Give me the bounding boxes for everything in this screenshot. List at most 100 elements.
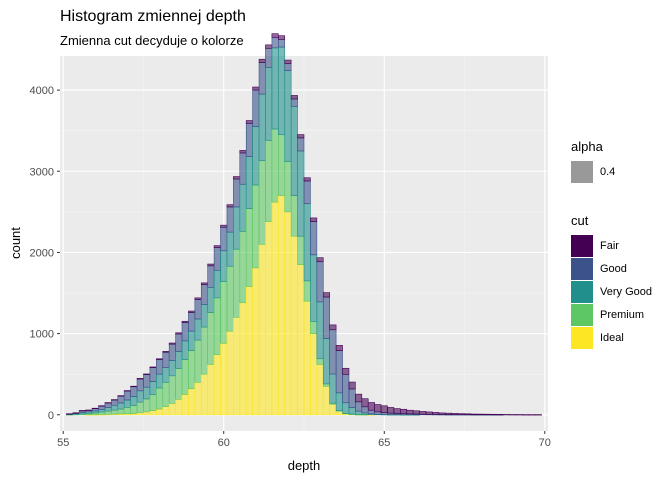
x-axis-label: depth (288, 458, 321, 473)
bar-ideal (303, 300, 311, 416)
bar-fair (265, 44, 273, 49)
bar-premium (278, 134, 286, 196)
bar-fair (451, 413, 459, 415)
bar-good (188, 312, 196, 332)
bar-fair (406, 409, 414, 415)
bar-premium (245, 208, 253, 287)
bar-fair (130, 385, 138, 388)
bar-fair (342, 367, 350, 375)
bar-premium (233, 248, 241, 318)
bar-very-good (162, 367, 170, 383)
legend-label-premium: Premium (600, 309, 645, 321)
bar-very-good (252, 126, 260, 186)
bar-very-good (322, 338, 330, 385)
bar-good (162, 351, 170, 368)
bar-fair (355, 393, 363, 403)
bar-very-good (265, 67, 273, 141)
bar-good (303, 180, 311, 205)
bar-good (226, 206, 234, 233)
bar-premium (123, 406, 131, 415)
bar-fair (367, 402, 375, 411)
bar-ideal (252, 267, 260, 416)
bar-fair (284, 59, 292, 65)
legend-label-good: Good (600, 263, 627, 275)
bar-good (310, 221, 318, 256)
bar-fair (380, 405, 388, 413)
bar-very-good (200, 304, 208, 328)
bar-premium (310, 321, 318, 334)
bar-fair (297, 134, 305, 139)
bar-very-good (168, 360, 176, 377)
bar-fair (310, 217, 318, 222)
bar-fair (515, 414, 523, 416)
bar-ideal (316, 364, 324, 416)
bar-good (111, 399, 119, 406)
bar-fair (226, 204, 234, 208)
bar-fair (181, 320, 189, 323)
bar-fair (136, 378, 144, 380)
bar-fair (457, 413, 465, 415)
bar-premium (117, 408, 125, 415)
bar-very-good (104, 407, 112, 412)
bar-good (245, 123, 253, 157)
legend-alpha-title: alpha (571, 139, 603, 154)
bar-fair (502, 414, 510, 416)
bar-ideal (136, 412, 144, 416)
bar-very-good (111, 404, 119, 411)
bar-premium (188, 350, 196, 390)
bar-premium (98, 411, 106, 415)
bar-very-good (194, 318, 202, 341)
bar-fair (335, 345, 343, 351)
bar-premium (284, 161, 292, 213)
bar-premium (156, 387, 164, 410)
bar-very-good (117, 402, 125, 410)
legend-cut-title: cut (571, 213, 589, 228)
legend-alpha-key (571, 161, 593, 183)
bar-good (117, 395, 125, 404)
bar-good (335, 350, 343, 394)
bar-very-good (207, 287, 215, 313)
bar-good (200, 284, 208, 305)
bar-ideal (168, 403, 176, 416)
bar-fair (258, 58, 266, 63)
bar-good (207, 265, 215, 288)
bar-premium (322, 383, 330, 387)
bar-premium (271, 128, 279, 203)
bar-premium (181, 359, 189, 395)
bar-fair (156, 358, 164, 360)
bar-good (181, 322, 189, 342)
bar-good (284, 63, 292, 71)
bar-premium (252, 184, 260, 269)
bar-premium (149, 394, 157, 412)
bar-very-good (271, 47, 279, 130)
bar-very-good (342, 402, 350, 414)
legend-key-very-good (571, 281, 593, 303)
bar-ideal (149, 410, 157, 416)
bar-ideal (335, 410, 343, 416)
bar-fair (143, 373, 151, 375)
bar-very-good (233, 206, 241, 250)
y-tick-label: 3000 (30, 166, 54, 178)
legend-label-very-good: Very Good (600, 286, 652, 298)
bar-ideal (233, 317, 241, 416)
bar-good (322, 296, 330, 339)
bar-premium (207, 312, 215, 365)
bar-fair (175, 332, 183, 335)
bar-fair (374, 404, 382, 413)
y-tick-label: 4000 (30, 85, 54, 97)
bar-ideal (213, 354, 221, 416)
bar-premium (104, 410, 112, 415)
bar-very-good (226, 231, 234, 267)
bar-good (123, 390, 131, 401)
bar-very-good (181, 340, 189, 360)
bar-fair (207, 263, 215, 267)
bar-fair (438, 412, 446, 415)
x-tick-label: 60 (218, 437, 230, 449)
bar-ideal (258, 244, 266, 416)
bar-very-good (284, 70, 292, 162)
bar-fair (123, 390, 131, 392)
bar-ideal (239, 302, 247, 416)
bar-very-good (258, 93, 266, 162)
bar-good (367, 409, 375, 415)
